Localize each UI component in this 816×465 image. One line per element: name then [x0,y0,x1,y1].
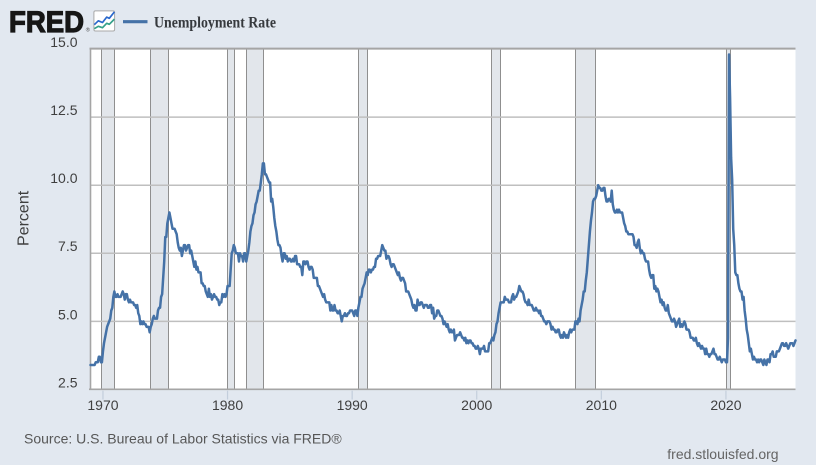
svg-text:5.0: 5.0 [58,306,78,322]
svg-text:1980: 1980 [212,397,243,413]
svg-text:®: ® [86,27,90,34]
svg-text:1970: 1970 [87,397,118,413]
svg-text:12.5: 12.5 [50,102,77,118]
svg-text:Source: U.S. Bureau of Labor S: Source: U.S. Bureau of Labor Statistics … [24,431,342,447]
svg-text:2020: 2020 [710,397,741,413]
svg-text:15.0: 15.0 [50,34,77,50]
svg-text:10.0: 10.0 [50,170,77,186]
svg-text:FRED: FRED [9,6,84,39]
svg-text:fred.stlouisfed.org: fred.stlouisfed.org [667,446,778,462]
svg-text:Unemployment Rate: Unemployment Rate [154,15,276,32]
svg-text:1990: 1990 [337,397,368,413]
svg-text:Percent: Percent [16,190,33,246]
svg-text:7.5: 7.5 [58,238,78,254]
svg-text:2000: 2000 [461,397,492,413]
svg-text:2.5: 2.5 [58,374,78,390]
svg-text:2010: 2010 [586,397,617,413]
